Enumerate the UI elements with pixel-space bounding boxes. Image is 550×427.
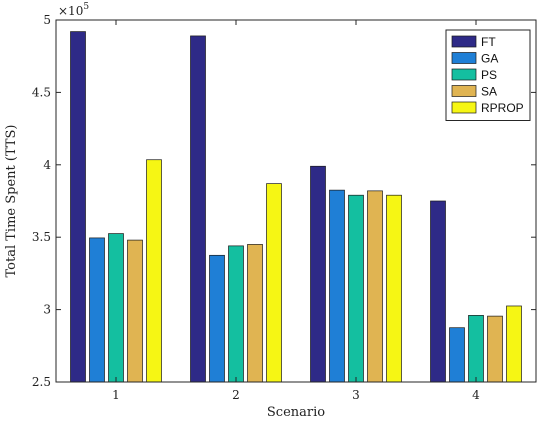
bar-ga-scenario-1 bbox=[89, 237, 105, 383]
legend-swatch-rprop bbox=[451, 101, 477, 114]
axes-box bbox=[55, 19, 537, 383]
y-tick-label: 3 bbox=[43, 303, 51, 317]
y-axis-title: Total Time Spent (TTS) bbox=[4, 124, 19, 277]
y-tick-label: 4.5 bbox=[32, 85, 51, 99]
y-exponent-base: ×10 bbox=[58, 4, 83, 18]
bar-ft-scenario-2 bbox=[190, 35, 206, 383]
bar-sa-scenario-1 bbox=[127, 239, 143, 383]
legend: FT GA PS SA RPROP bbox=[445, 29, 531, 121]
bar-sa-scenario-2 bbox=[247, 244, 263, 383]
bar-rprop-scenario-2 bbox=[266, 183, 282, 383]
y-tick-label: 5 bbox=[43, 13, 51, 27]
bars-group bbox=[70, 31, 522, 383]
bar-sa-scenario-3 bbox=[367, 190, 383, 383]
bar-rprop-scenario-3 bbox=[386, 194, 402, 383]
y-tick-label: 3.5 bbox=[32, 230, 51, 244]
bar-ps-scenario-3 bbox=[348, 194, 364, 383]
y-exponent-label: ×105 bbox=[58, 2, 89, 18]
bar-ps-scenario-2 bbox=[228, 245, 244, 383]
legend-swatch-sa bbox=[451, 85, 477, 97]
bar-ga-scenario-2 bbox=[209, 254, 225, 383]
bar-ft-scenario-4 bbox=[430, 200, 446, 383]
x-axis-title: Scenario bbox=[267, 405, 325, 420]
y-tick-label: 2.5 bbox=[32, 375, 51, 389]
x-ticks-group: 1 2 3 4 bbox=[112, 20, 480, 402]
x-tick-label: 2 bbox=[232, 388, 240, 402]
x-tick-label: 3 bbox=[352, 388, 360, 402]
bar-ga-scenario-3 bbox=[329, 189, 345, 383]
bar-ps-scenario-4 bbox=[468, 315, 484, 383]
bar-ga-scenario-4 bbox=[449, 327, 465, 383]
bar-ft-scenario-1 bbox=[70, 31, 86, 383]
bar-rprop-scenario-1 bbox=[146, 159, 162, 383]
legend-label-ps: PS bbox=[481, 68, 497, 82]
axes-group bbox=[55, 19, 537, 383]
legend-label-ft: FT bbox=[481, 35, 496, 49]
bar-sa-scenario-4 bbox=[487, 315, 503, 383]
legend-label-ga: GA bbox=[481, 52, 498, 66]
y-tick-label: 4 bbox=[43, 158, 51, 172]
legend-swatch-ga bbox=[451, 52, 477, 64]
legend-swatch-ft bbox=[451, 35, 477, 48]
bar-rprop-scenario-4 bbox=[506, 305, 522, 383]
x-tick-label: 4 bbox=[472, 388, 480, 402]
bar-ft-scenario-3 bbox=[310, 165, 326, 383]
y-exponent-power: 5 bbox=[83, 2, 89, 12]
x-tick-label: 1 bbox=[112, 388, 120, 402]
legend-swatch-ps bbox=[451, 68, 477, 81]
legend-label-rprop: RPROP bbox=[481, 101, 524, 115]
y-ticks-group: 2.5 3 3.5 4 4.5 5 bbox=[32, 13, 536, 389]
legend-label-sa: SA bbox=[481, 85, 497, 99]
bar-ps-scenario-1 bbox=[108, 233, 124, 383]
